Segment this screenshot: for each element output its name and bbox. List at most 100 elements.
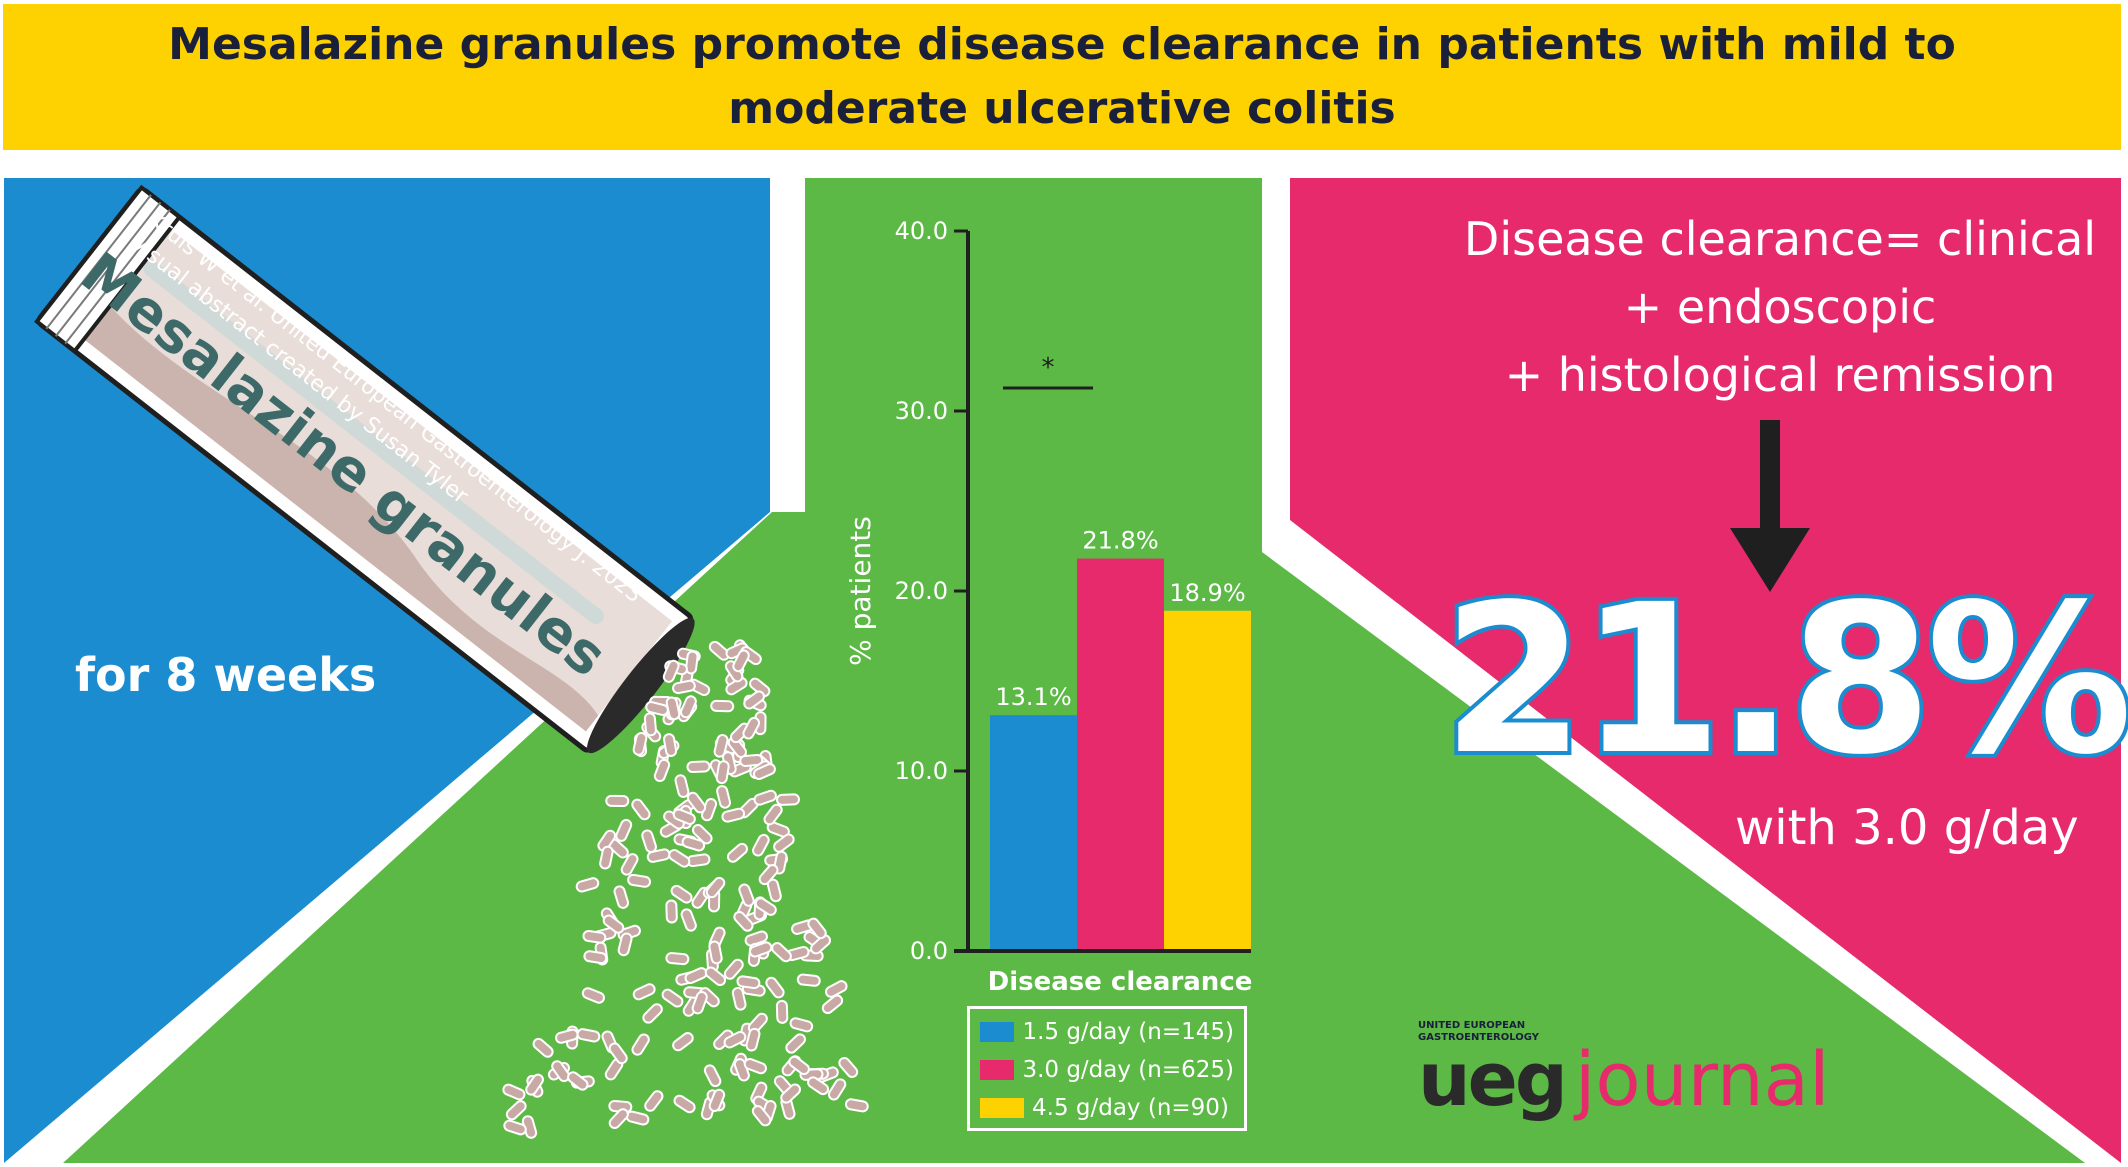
legend-label-1: 1.5 g/day (n=145) xyxy=(1022,1019,1234,1045)
title-banner: Mesalazine granules promote disease clea… xyxy=(3,4,2121,150)
granule xyxy=(613,885,630,909)
granule xyxy=(736,975,761,990)
granule xyxy=(599,845,614,870)
granule xyxy=(765,976,785,999)
legend-label-3: 4.5 g/day (n=90) xyxy=(1032,1095,1229,1121)
granule xyxy=(785,1033,806,1054)
legend-item-2: 3.0 g/day (n=625) xyxy=(980,1051,1234,1089)
granule xyxy=(602,914,625,934)
granule xyxy=(575,877,600,893)
granule xyxy=(780,1083,802,1104)
definition-line-3: + histological remission xyxy=(1504,348,2056,402)
granule xyxy=(672,679,696,695)
logo-journal: journal xyxy=(1574,1037,1830,1123)
granule xyxy=(807,917,827,940)
y-tick-label-2: 20.0 xyxy=(895,577,948,605)
granule xyxy=(576,1028,601,1043)
granule xyxy=(771,942,792,963)
granule xyxy=(627,873,652,888)
granule xyxy=(525,1073,544,1096)
granule xyxy=(608,1108,629,1130)
granule xyxy=(670,884,693,904)
granule xyxy=(632,983,656,1001)
granules xyxy=(502,639,869,1139)
stat-dose: with 3.0 g/day xyxy=(1735,800,2079,856)
granule xyxy=(743,690,765,710)
granule xyxy=(763,803,783,826)
granule xyxy=(662,659,680,683)
definition-line-1: Disease clearance= clinical xyxy=(1463,212,2097,266)
big-stat: 21.8% xyxy=(1438,556,2128,804)
granule xyxy=(641,829,657,853)
granule xyxy=(743,1057,767,1075)
granule xyxy=(704,966,727,987)
granule xyxy=(710,699,735,713)
granule xyxy=(665,952,690,966)
granule xyxy=(631,798,651,821)
granule xyxy=(679,695,697,719)
granule xyxy=(631,1033,650,1056)
granule xyxy=(674,774,690,798)
granule xyxy=(532,1037,554,1058)
bar-2 xyxy=(1077,558,1164,951)
logo-line-1: UNITED EUROPEAN xyxy=(1418,1020,1526,1031)
granule xyxy=(620,853,639,876)
granule xyxy=(723,1030,747,1049)
ueg-journal-logo: UNITED EUROPEAN GASTROENTEROLOGY ueg jour… xyxy=(1418,1020,1830,1118)
granule xyxy=(716,785,732,809)
green-panel xyxy=(63,178,2085,1163)
granule xyxy=(742,716,761,740)
legend-item-1: 1.5 g/day (n=145) xyxy=(980,1013,1234,1051)
granule xyxy=(505,1100,527,1121)
granule xyxy=(644,1090,664,1112)
granule xyxy=(665,696,681,721)
y-axis-label: % patients xyxy=(844,516,877,666)
granule xyxy=(827,1078,847,1101)
granule xyxy=(713,734,729,758)
logo-ueg: ueg xyxy=(1418,1037,1568,1123)
granule xyxy=(663,733,678,757)
granule xyxy=(739,753,764,767)
granule xyxy=(705,876,726,899)
granule xyxy=(551,1060,571,1083)
definition-heading: Disease clearance= clinical + endoscopic… xyxy=(1385,205,2128,409)
granule xyxy=(581,987,605,1004)
granule xyxy=(708,1088,726,1112)
legend-swatch-1 xyxy=(980,1022,1015,1042)
granule xyxy=(807,1076,830,1096)
granule xyxy=(789,1017,814,1033)
granule xyxy=(502,1083,526,1101)
granule xyxy=(668,849,691,868)
y-tick-label-1: 10.0 xyxy=(895,757,948,785)
granule xyxy=(752,833,770,857)
granule xyxy=(758,864,779,886)
granule xyxy=(745,1027,761,1052)
granule xyxy=(686,791,707,814)
data-label-1: 13.1% xyxy=(995,683,1071,711)
granule xyxy=(726,842,749,863)
granule xyxy=(752,763,776,781)
granule xyxy=(708,640,730,661)
granule xyxy=(708,940,723,965)
definition-line-2: + endoscopic xyxy=(1623,280,1937,334)
y-tick-label-3: 30.0 xyxy=(895,397,948,425)
granule xyxy=(672,808,696,825)
granule xyxy=(643,712,657,737)
granule xyxy=(608,1042,628,1065)
x-axis-label: Disease clearance xyxy=(988,967,1253,997)
granule xyxy=(597,829,617,852)
granule xyxy=(672,1032,694,1052)
granule xyxy=(632,732,648,756)
significance-marker: * xyxy=(1042,353,1055,383)
granule xyxy=(615,818,633,842)
granule xyxy=(723,958,744,980)
granule xyxy=(725,676,748,696)
legend-swatch-2 xyxy=(980,1060,1015,1080)
granule xyxy=(681,835,706,852)
y-tick-label-4: 40.0 xyxy=(895,217,948,245)
granule xyxy=(810,934,832,955)
granule xyxy=(686,760,711,773)
granule xyxy=(766,821,790,838)
granule xyxy=(749,941,773,958)
